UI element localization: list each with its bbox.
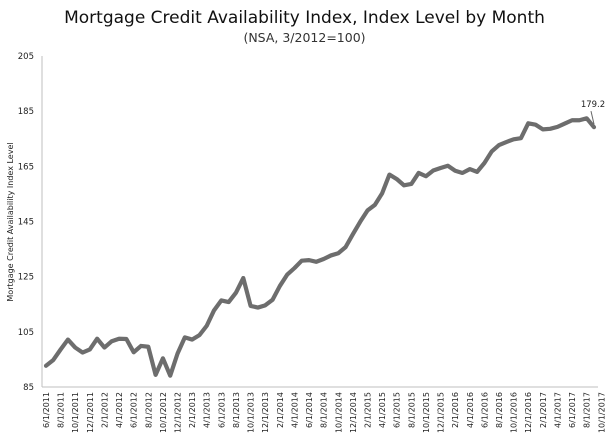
x-tick-label: 10/1/2017	[597, 392, 606, 433]
x-tick-label: 8/1/2014	[320, 392, 329, 428]
series-line	[43, 116, 597, 378]
x-tick-labels: 6/1/2011 8/1/2011 10/1/2011 12/1/2011 2/1/20…	[42, 392, 606, 433]
x-tick-label: 2/1/2013	[188, 392, 197, 428]
x-tick-label: 2/1/2016	[451, 392, 460, 428]
y-axis-label: Mortgage Credit Availability Index Level	[6, 142, 15, 301]
x-tick-label: 4/1/2012	[115, 392, 124, 428]
chart-subtitle: (NSA, 3/2012=100)	[243, 30, 365, 45]
x-tick-label: 12/1/2014	[349, 392, 358, 433]
x-tick-label: 12/1/2011	[86, 392, 95, 433]
x-tick-label: 10/1/2011	[71, 392, 80, 433]
annotation-leader-line	[590, 111, 595, 125]
y-tick-label: 145	[18, 218, 34, 228]
x-tick-label: 10/1/2016	[510, 392, 519, 433]
x-tick-label: 10/1/2013	[247, 392, 256, 433]
x-tick-label: 6/1/2011	[42, 392, 51, 428]
x-tick-label: 8/1/2012	[144, 392, 153, 428]
x-tick-label: 12/1/2016	[524, 392, 533, 433]
y-tick-label: 165	[18, 162, 34, 172]
x-tick-label: 10/1/2012	[159, 392, 168, 433]
chart-axes	[41, 56, 598, 388]
x-tick-label: 2/1/2015	[364, 392, 373, 428]
x-tick-label: 8/1/2011	[57, 392, 66, 428]
x-tick-label: 4/1/2013	[203, 392, 212, 428]
series-group	[43, 116, 597, 378]
x-tick-label: 4/1/2017	[554, 392, 563, 428]
x-tick-label: 6/1/2014	[305, 392, 314, 428]
x-tick-label: 6/1/2016	[480, 392, 489, 428]
x-tick-label: 2/1/2014	[276, 392, 285, 428]
x-tick-label: 8/1/2013	[232, 392, 241, 428]
x-tick-label: 12/1/2015	[437, 392, 446, 433]
x-tick-label: 2/1/2017	[539, 392, 548, 428]
y-tick-label: 85	[23, 383, 34, 393]
x-tick-label: 4/1/2016	[466, 392, 475, 428]
chart-title: Mortgage Credit Availability Index, Inde…	[64, 8, 545, 28]
x-tick-label: 6/1/2017	[568, 392, 577, 428]
y-tick-labels: 85 105 125 145 165 185 205	[18, 52, 34, 393]
y-tick-label: 185	[18, 107, 34, 117]
x-tick-label: 6/1/2012	[130, 392, 139, 428]
x-tick-label: 10/1/2015	[422, 392, 431, 433]
x-tick-label: 12/1/2013	[261, 392, 270, 433]
x-tick-label: 8/1/2017	[583, 392, 592, 428]
x-tick-label: 12/1/2012	[174, 392, 183, 433]
x-tick-label: 8/1/2016	[495, 392, 504, 428]
x-tick-label: 10/1/2014	[334, 392, 343, 433]
annotation-label: 179.2	[581, 100, 605, 110]
y-tick-label: 205	[18, 52, 34, 62]
annotation-group: 179.2	[581, 100, 605, 125]
x-tick-label: 6/1/2015	[393, 392, 402, 428]
x-tick-label: 8/1/2015	[407, 392, 416, 428]
y-tick-label: 105	[18, 328, 34, 338]
x-tick-label: 6/1/2013	[217, 392, 226, 428]
x-tick-label: 2/1/2012	[101, 392, 110, 428]
x-tick-label: 4/1/2015	[378, 392, 387, 428]
y-tick-label: 125	[18, 273, 34, 283]
x-tick-label: 4/1/2014	[290, 392, 299, 428]
